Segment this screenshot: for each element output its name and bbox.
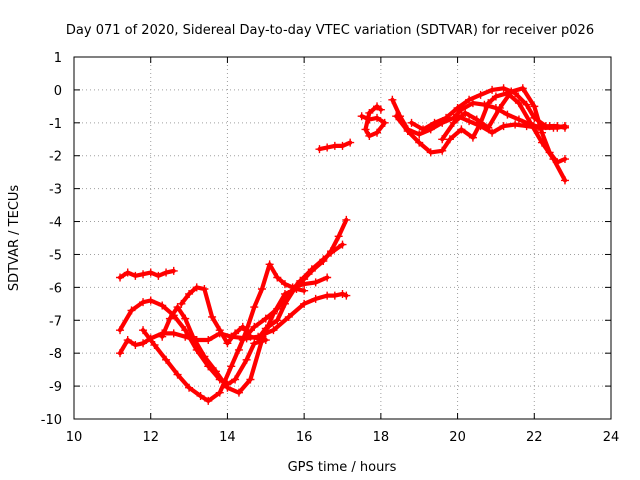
data-point bbox=[138, 269, 148, 279]
series-arc-b bbox=[115, 295, 271, 390]
y-tick-label: 0 bbox=[54, 84, 62, 99]
y-tick-label: 1 bbox=[54, 51, 62, 66]
plot-frame bbox=[73, 56, 612, 420]
y-tick-label: -9 bbox=[49, 380, 62, 395]
x-tick-label: 10 bbox=[66, 430, 83, 445]
series-arc-m bbox=[437, 83, 570, 168]
data-point bbox=[314, 144, 325, 154]
series-line bbox=[117, 291, 349, 356]
y-tick-label: -5 bbox=[49, 248, 62, 263]
axis-ticks bbox=[73, 56, 612, 420]
y-tick-label: -6 bbox=[49, 281, 62, 296]
data-series bbox=[115, 83, 570, 406]
series-arc-e bbox=[176, 215, 352, 349]
data-point bbox=[169, 266, 179, 276]
x-tick-label: 14 bbox=[219, 430, 236, 445]
y-tick-label: -2 bbox=[49, 150, 62, 165]
data-point bbox=[330, 141, 340, 151]
series-arc-l bbox=[406, 83, 570, 135]
series-line bbox=[359, 104, 387, 139]
x-axis-label: GPS time / hours bbox=[288, 460, 397, 475]
x-tick-labels: 10 12 14 16 18 20 22 24 bbox=[66, 430, 620, 445]
series-arc-a bbox=[115, 266, 179, 283]
x-tick-label: 22 bbox=[526, 430, 543, 445]
x-tick-label: 20 bbox=[449, 430, 466, 445]
chart-title: Day 071 of 2020, Sidereal Day-to-day VTE… bbox=[66, 23, 594, 38]
y-tick-label: -1 bbox=[49, 117, 62, 132]
x-tick-label: 16 bbox=[296, 430, 313, 445]
data-point bbox=[330, 290, 340, 301]
y-tick-labels: 1 0 -1 -2 -3 -4 -5 -6 -7 -8 -9 -10 bbox=[41, 51, 62, 428]
y-tick-label: -8 bbox=[49, 347, 62, 362]
series-arc-g bbox=[234, 259, 332, 355]
series-arc-h bbox=[314, 137, 355, 154]
y-tick-label: -10 bbox=[41, 413, 62, 428]
x-tick-label: 24 bbox=[603, 430, 620, 445]
data-point bbox=[510, 119, 520, 130]
series-arc-f bbox=[157, 284, 309, 398]
x-tick-label: 18 bbox=[373, 430, 390, 445]
series-arc-c bbox=[115, 289, 352, 358]
y-tick-label: -3 bbox=[49, 183, 62, 198]
x-tick-label: 12 bbox=[142, 430, 159, 445]
y-axis-label: SDTVAR / TECUs bbox=[7, 185, 22, 292]
data-point bbox=[322, 142, 332, 153]
series-arc-i bbox=[356, 101, 390, 141]
y-tick-label: -7 bbox=[49, 314, 62, 329]
y-tick-label: -4 bbox=[49, 216, 62, 231]
series-arc-n bbox=[452, 111, 570, 138]
